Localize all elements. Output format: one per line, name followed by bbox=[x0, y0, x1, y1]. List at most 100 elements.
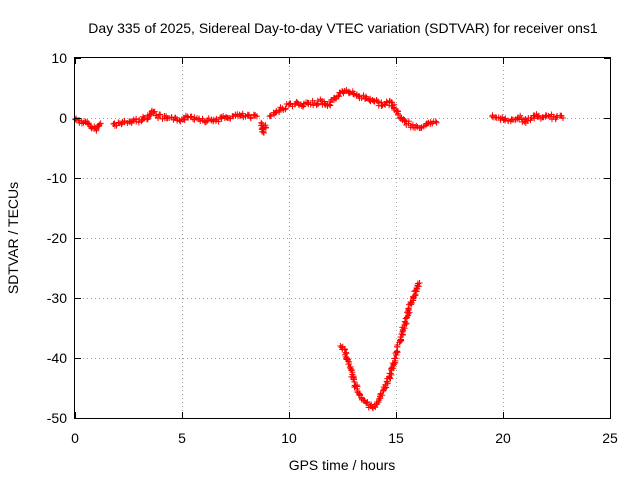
y-tick-label: -40 bbox=[47, 350, 67, 366]
data-point bbox=[415, 283, 422, 290]
y-tick-label: 0 bbox=[59, 110, 67, 126]
data-point bbox=[347, 89, 354, 96]
data-point bbox=[277, 104, 284, 111]
data-point bbox=[96, 122, 103, 129]
data-point bbox=[401, 318, 408, 325]
x-tick-label: 5 bbox=[178, 430, 186, 446]
data-point bbox=[218, 115, 225, 122]
data-point bbox=[432, 118, 439, 125]
data-point bbox=[309, 97, 316, 104]
data-point bbox=[336, 89, 343, 96]
data-point bbox=[78, 120, 85, 127]
x-axis-label: GPS time / hours bbox=[289, 457, 396, 473]
data-point bbox=[252, 112, 259, 119]
data-point bbox=[247, 115, 254, 122]
data-point bbox=[113, 122, 120, 129]
y-tick-label: -20 bbox=[47, 230, 67, 246]
data-point bbox=[188, 113, 195, 120]
data-point bbox=[267, 112, 274, 119]
data-point bbox=[405, 310, 412, 317]
data-point bbox=[273, 107, 280, 114]
data-point bbox=[392, 355, 399, 362]
data-point bbox=[400, 324, 407, 331]
x-tick-label: 25 bbox=[602, 430, 618, 446]
data-point bbox=[347, 363, 354, 370]
y-tick-label: -10 bbox=[47, 170, 67, 186]
data-point bbox=[354, 385, 361, 392]
data-point bbox=[360, 92, 367, 99]
data-point bbox=[387, 370, 394, 377]
data-point bbox=[155, 114, 162, 121]
data-point bbox=[282, 105, 289, 112]
data-point bbox=[374, 98, 381, 105]
data-point bbox=[383, 384, 390, 391]
data-point bbox=[181, 117, 188, 124]
y-tick-label: -50 bbox=[47, 410, 67, 426]
data-point bbox=[376, 395, 383, 402]
data-point bbox=[378, 103, 385, 110]
data-point bbox=[239, 110, 246, 117]
data-point bbox=[433, 119, 440, 126]
data-point bbox=[418, 124, 425, 131]
data-point bbox=[226, 115, 233, 122]
data-point bbox=[368, 401, 375, 408]
data-point bbox=[135, 119, 142, 126]
data-point bbox=[366, 96, 373, 103]
y-axis-label: SDTVAR / TECUs bbox=[5, 182, 21, 294]
data-point bbox=[545, 112, 552, 119]
data-point bbox=[202, 119, 209, 126]
data-point bbox=[406, 309, 413, 316]
data-point bbox=[493, 114, 500, 121]
data-point bbox=[321, 100, 328, 107]
data-point bbox=[401, 117, 408, 124]
x-tick-label: 20 bbox=[495, 430, 511, 446]
data-point bbox=[405, 120, 412, 127]
data-point bbox=[391, 361, 398, 368]
data-point bbox=[177, 118, 184, 125]
data-point bbox=[343, 350, 350, 357]
data-point bbox=[413, 122, 420, 129]
data-point bbox=[215, 118, 222, 125]
data-point bbox=[535, 112, 542, 119]
data-point bbox=[85, 120, 92, 127]
data-point bbox=[539, 114, 546, 121]
data-point bbox=[357, 391, 364, 398]
data-point bbox=[172, 114, 179, 121]
data-point bbox=[383, 378, 390, 385]
data-point bbox=[335, 92, 342, 99]
data-point bbox=[372, 404, 379, 411]
data-point bbox=[262, 124, 269, 131]
data-point bbox=[388, 371, 395, 378]
data-point bbox=[236, 111, 243, 118]
x-tick-label: 10 bbox=[281, 430, 297, 446]
data-point bbox=[138, 118, 145, 125]
data-point bbox=[363, 93, 370, 100]
data-point bbox=[176, 117, 183, 124]
data-point bbox=[360, 397, 367, 404]
y-tick-label: 10 bbox=[51, 50, 67, 66]
data-point bbox=[388, 99, 395, 106]
data-point bbox=[300, 103, 307, 110]
data-point bbox=[492, 114, 499, 121]
data-point bbox=[168, 114, 175, 121]
plot-frame bbox=[74, 57, 611, 419]
data-point bbox=[524, 117, 531, 124]
data-point bbox=[220, 112, 227, 119]
data-point bbox=[326, 101, 333, 108]
data-point bbox=[203, 118, 210, 125]
data-point bbox=[531, 115, 538, 122]
data-point bbox=[313, 102, 320, 109]
data-point bbox=[129, 117, 136, 124]
x-tick-label: 15 bbox=[388, 430, 404, 446]
data-point bbox=[381, 385, 388, 392]
data-point bbox=[157, 111, 164, 118]
x-tick-label: 0 bbox=[71, 430, 79, 446]
data-point bbox=[133, 118, 140, 125]
data-point bbox=[276, 107, 283, 114]
data-point bbox=[244, 112, 251, 119]
data-point bbox=[364, 400, 371, 407]
chart-title: Day 335 of 2025, Sidereal Day-to-day VTE… bbox=[88, 20, 598, 36]
data-point bbox=[552, 116, 559, 123]
